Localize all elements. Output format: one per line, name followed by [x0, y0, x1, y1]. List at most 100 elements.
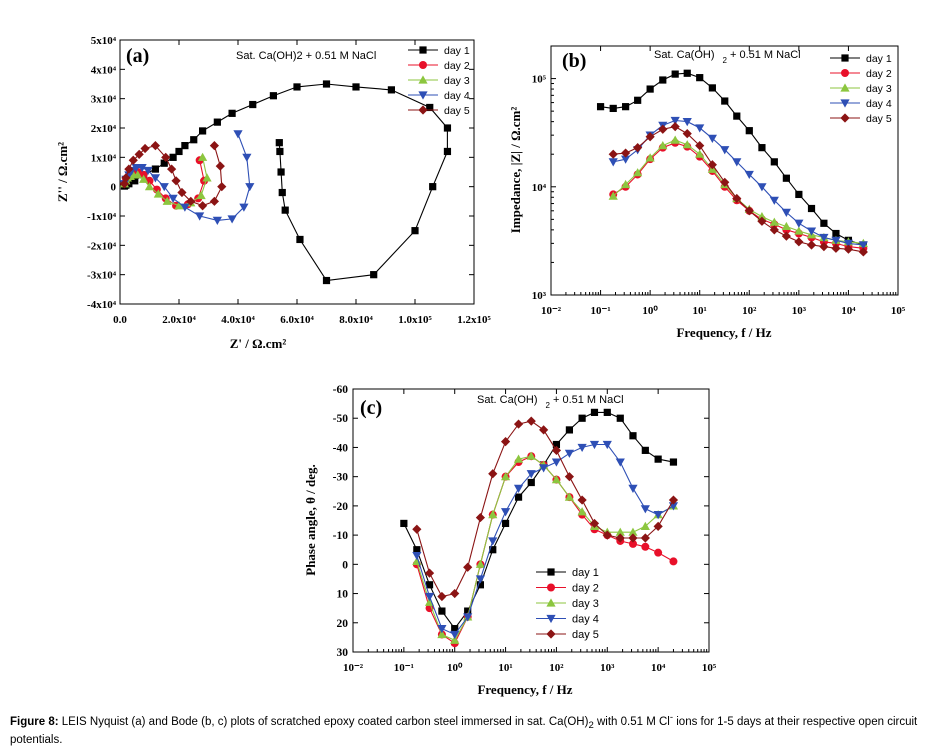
- series-day-3-point: [577, 507, 587, 516]
- series-day-1-point: [758, 144, 766, 152]
- series-day-5-point: [564, 472, 575, 482]
- series-day-5-point: [658, 124, 668, 134]
- series-day-5-point: [608, 149, 618, 159]
- legend-marker: [418, 105, 428, 115]
- series-a: [119, 80, 452, 285]
- legend-marker: [418, 75, 428, 84]
- series-day-4-point: [143, 166, 153, 176]
- tick-label: 4.0x10⁴: [221, 314, 255, 326]
- series-day-1-point: [671, 70, 679, 78]
- legend-marker: [840, 113, 850, 123]
- series-day-1-point: [443, 147, 452, 156]
- tick-label: -40: [333, 442, 349, 454]
- tick-labels-c: 10⁻² 10⁻¹ 10⁰ 10¹ 10² 10³ 10⁴ 10⁵ -60 -50 -40 -30 -2…: [333, 384, 717, 674]
- tick-label: 8.0x10⁴: [339, 314, 373, 326]
- tick-label: 10³: [532, 290, 547, 302]
- series-day-3-point: [174, 201, 184, 210]
- series-day-5-point: [475, 512, 486, 523]
- series-day-3-point: [196, 190, 206, 200]
- caption-text-middle: with 0.51 M Cl: [593, 715, 670, 728]
- series-day-1-point: [501, 519, 510, 528]
- tick-label: 2.0x10⁴: [162, 314, 196, 326]
- series-day-3-point: [513, 454, 524, 463]
- series-day-4-point: [463, 613, 473, 622]
- series-day-1-point: [616, 414, 624, 422]
- caption-label: Figure 8:: [10, 715, 59, 728]
- legend-a: day 1 day 2 day 3 day 4 day 5: [408, 45, 470, 117]
- series-day-5-line: [613, 126, 864, 253]
- tick-label: -3x10⁴: [87, 270, 117, 282]
- series-day-5-point: [171, 176, 181, 186]
- series-day-1-point: [451, 625, 459, 633]
- series-day-1-point: [400, 519, 408, 528]
- series-day-5-point: [794, 237, 804, 247]
- series-day-5-point: [682, 129, 692, 139]
- series-day-3-point: [615, 527, 625, 536]
- series-day-4-point: [577, 443, 587, 453]
- series-day-5-point: [577, 495, 587, 505]
- legend-label: day 1: [866, 53, 892, 65]
- legend-label: day 4: [866, 98, 892, 110]
- legend-label: day 2: [444, 60, 470, 72]
- series-day-5-point: [424, 568, 435, 578]
- series-day-3-point: [794, 226, 804, 235]
- legend-label: day 1: [444, 45, 470, 57]
- tick-label: -60: [333, 384, 349, 396]
- series-day-1-point: [131, 177, 139, 185]
- series-day-1-point: [476, 581, 485, 589]
- series-day-1-point: [175, 147, 183, 156]
- series-day-3-point: [628, 527, 638, 536]
- series-day-3-point: [658, 141, 668, 150]
- legend-label: day 2: [572, 583, 599, 595]
- series-day-4-point: [843, 239, 854, 248]
- tick-label: 10¹: [693, 305, 707, 317]
- series-day-4-point: [615, 458, 625, 467]
- series-day-4-point: [695, 124, 705, 133]
- series-day-1-point: [609, 104, 617, 113]
- series-day-4-point: [806, 227, 817, 236]
- legend-label: day 1: [572, 567, 599, 579]
- series-day-1-point: [721, 97, 729, 105]
- series-day-5-point: [645, 132, 655, 142]
- series-day-1-point: [770, 158, 778, 166]
- annotation-b-main: Sat. Ca(OH): [654, 49, 715, 61]
- series-day-3-point: [144, 182, 155, 191]
- series-day-1-point: [370, 271, 378, 279]
- series-day-1-point: [169, 153, 177, 161]
- series-day-4-point: [168, 194, 178, 203]
- series-day-5-point: [463, 562, 473, 572]
- tick-label: 10³: [792, 305, 807, 317]
- series-day-5-point: [615, 533, 625, 543]
- series-day-4-point: [682, 118, 692, 127]
- series-day-5-point: [500, 437, 511, 447]
- series-day-5-point: [209, 196, 219, 206]
- tick-label: -30: [333, 472, 349, 484]
- series-day-5-point: [167, 164, 177, 174]
- legend-marker: [547, 568, 555, 576]
- xlabel-b: Frequency, f / Hz: [676, 325, 771, 340]
- series-day-4-point: [640, 505, 650, 514]
- tick-labels-a: 0.0 2.0x10⁴ 4.0x10⁴ 6.0x10⁴ 8.0x10⁴ 1.0x10⁵ 1.…: [87, 35, 491, 326]
- series-day-1-point: [683, 69, 691, 77]
- legend-marker: [419, 46, 427, 54]
- series-day-4-point: [150, 174, 160, 183]
- ylabel-a: Z'' / Ω.cm²: [55, 142, 70, 202]
- series-day-5-point: [781, 231, 791, 241]
- series-day-4-point: [769, 196, 779, 205]
- series-day-3-point: [781, 221, 791, 231]
- series-b: [596, 69, 868, 257]
- series-day-3-point: [645, 153, 655, 162]
- series-day-5-point: [744, 206, 754, 216]
- legend-label: day 5: [866, 113, 892, 125]
- series-day-3-point: [202, 173, 212, 182]
- series-day-2-point: [628, 539, 637, 548]
- tick-label: 10¹: [498, 662, 512, 674]
- series-day-3-point: [551, 474, 562, 484]
- series-day-5-point: [217, 182, 227, 192]
- legend-marker: [546, 598, 556, 607]
- series-day-3-point: [437, 629, 447, 639]
- series-day-5-point: [628, 533, 638, 543]
- tick-label: -4x10⁴: [87, 299, 117, 311]
- legend-label: day 4: [572, 614, 599, 626]
- series-day-5-point: [589, 518, 600, 529]
